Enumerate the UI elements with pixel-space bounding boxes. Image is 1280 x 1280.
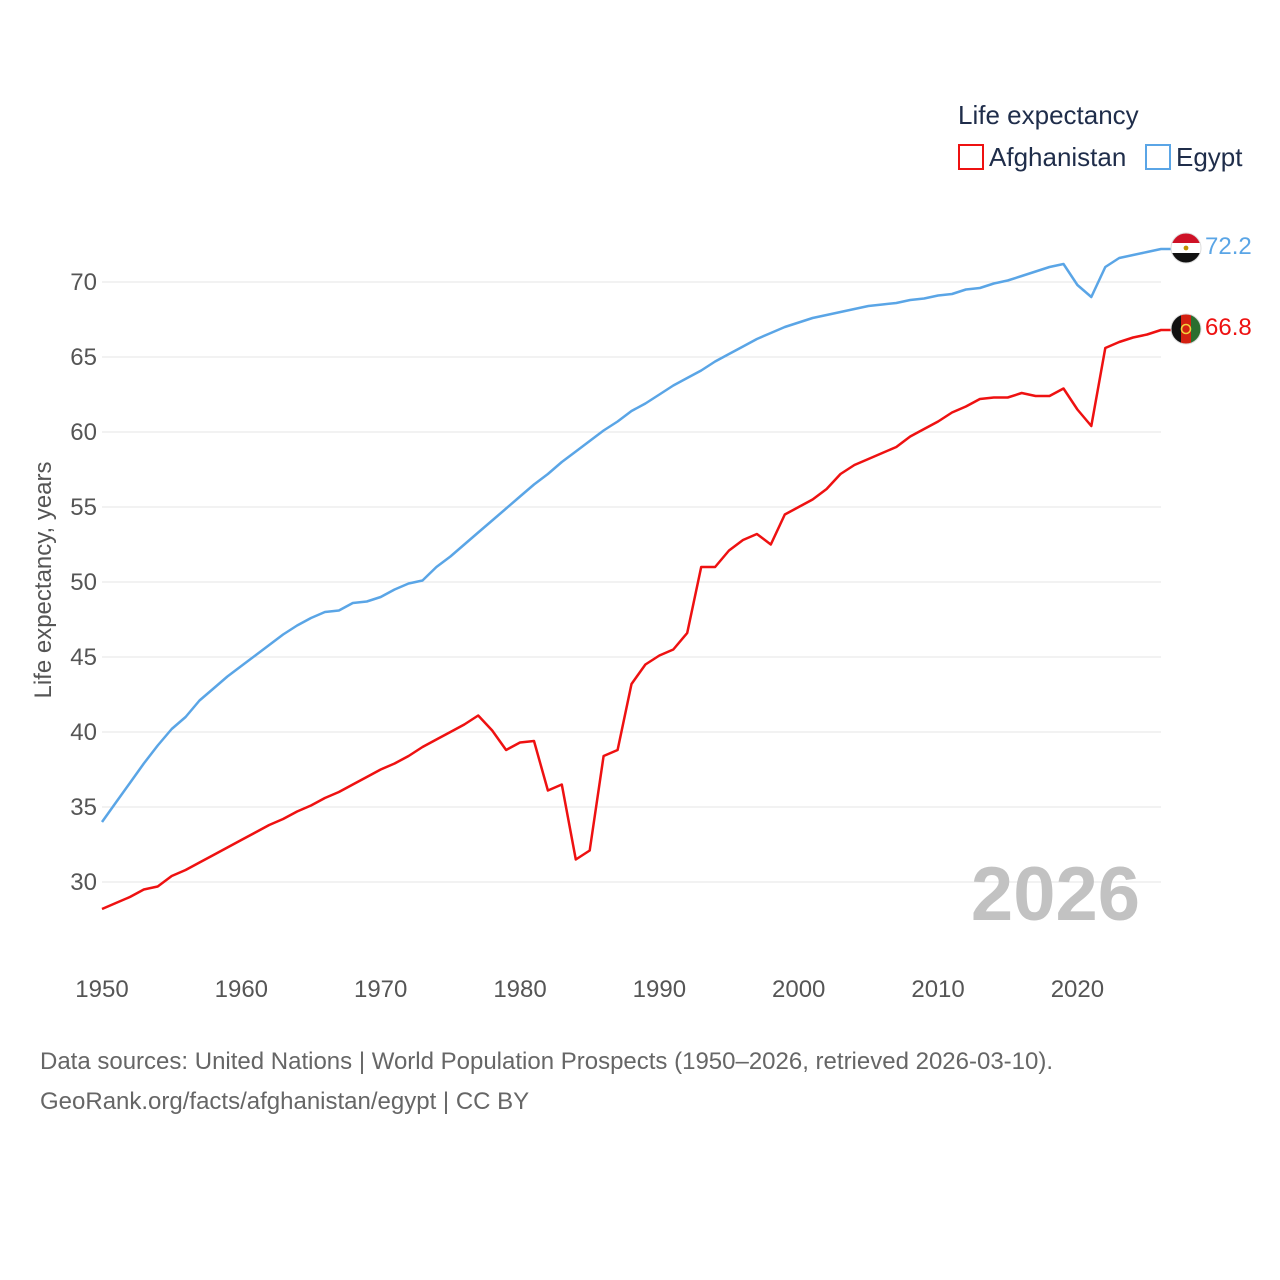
footer: Data sources: United Nations | World Pop… [40, 1042, 1053, 1122]
grid-lines [102, 281, 1161, 883]
x-tick-label: 1960 [215, 976, 268, 1003]
egypt-flag-icon [1170, 232, 1202, 264]
x-tick-label: 2000 [772, 976, 825, 1003]
legend: Life expectancy Afghanistan Egypt [958, 100, 1243, 172]
y-tick-label: 30 [70, 869, 97, 896]
x-tick-label: 2010 [911, 976, 964, 1003]
y-axis-title: Life expectancy, years [30, 461, 57, 698]
x-tick-label: 1990 [633, 976, 686, 1003]
series-line-egypt [100, 247, 1171, 823]
legend-swatch-afghanistan [958, 144, 984, 170]
y-tick-label: 45 [70, 644, 97, 671]
series-line-afghanistan [101, 328, 1171, 911]
y-tick-label: 65 [70, 344, 97, 371]
y-axis-ticks: 30 35 40 45 50 55 60 65 70 [70, 269, 97, 896]
x-tick-label: 1950 [75, 976, 128, 1003]
y-tick-label: 70 [70, 269, 97, 296]
source-line: Data sources: United Nations | World Pop… [40, 1048, 1054, 1075]
legend-item-egypt[interactable]: Egypt [1145, 142, 1243, 172]
y-tick-label: 50 [70, 569, 97, 596]
x-tick-label: 2020 [1051, 976, 1104, 1003]
legend-title: Life expectancy [958, 100, 1139, 130]
series-lines [100, 247, 1171, 911]
end-label-egypt: 72.2 [1205, 233, 1252, 260]
y-tick-label: 60 [70, 419, 97, 446]
legend-swatch-egypt [1145, 144, 1171, 170]
end-label-afghanistan: 66.8 [1205, 314, 1252, 341]
afghanistan-flag-icon [1170, 313, 1202, 345]
legend-label-afghanistan: Afghanistan [989, 142, 1126, 172]
x-tick-label: 1970 [354, 976, 407, 1003]
legend-label-egypt: Egypt [1176, 142, 1243, 172]
attribution-line: GeoRank.org/facts/afghanistan/egypt | CC… [40, 1088, 530, 1115]
y-tick-label: 35 [70, 794, 97, 821]
x-tick-label: 1980 [493, 976, 546, 1003]
y-tick-label: 40 [70, 719, 97, 746]
x-axis-ticks: 1950 1960 1970 1980 1990 2000 2010 2020 [75, 976, 1104, 1003]
legend-item-afghanistan[interactable]: Afghanistan [958, 142, 1126, 172]
year-watermark: 2026 [971, 852, 1140, 937]
y-tick-label: 55 [70, 494, 97, 521]
